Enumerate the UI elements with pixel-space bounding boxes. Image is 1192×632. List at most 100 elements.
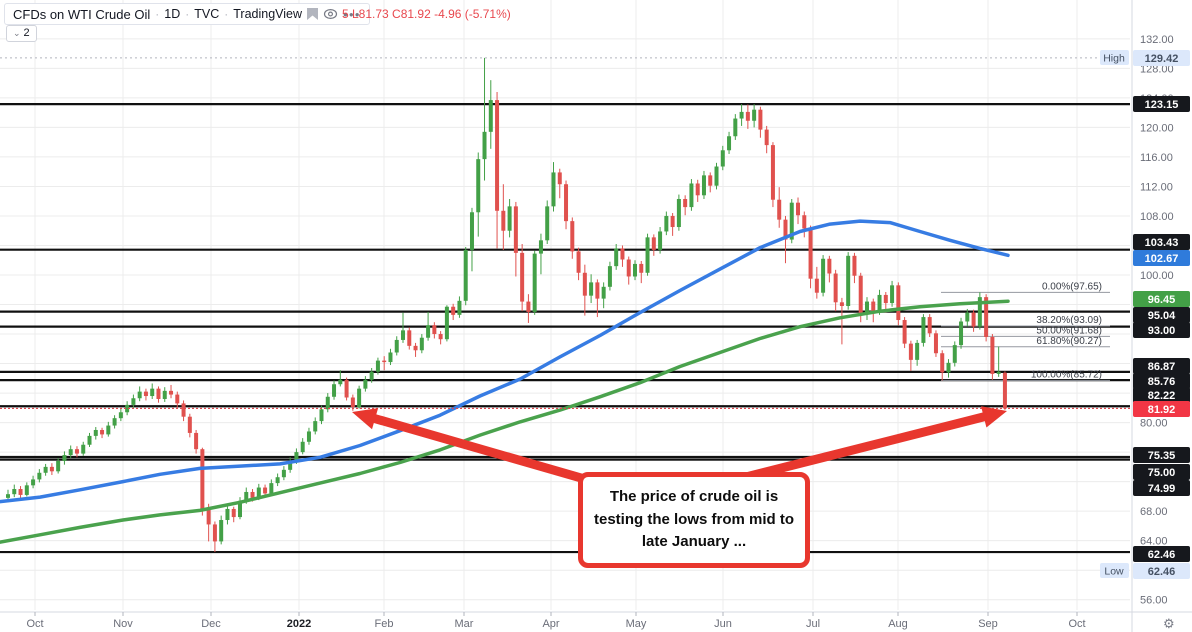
price-badge: 62.46 — [1133, 563, 1190, 579]
candle-body — [388, 352, 393, 363]
candle-body — [658, 231, 663, 250]
price-badge-value: 75.35 — [1148, 450, 1176, 462]
candle-body — [143, 391, 148, 397]
more-options-icon[interactable]: ●●● — [343, 9, 361, 19]
candle-body — [582, 272, 587, 296]
candle-body — [382, 360, 387, 363]
candle-body — [852, 255, 857, 276]
price-badge-value: 85.76 — [1148, 376, 1176, 388]
candle-body — [532, 253, 537, 312]
candle-body — [338, 379, 343, 385]
candle-body — [670, 215, 675, 228]
candle-body — [457, 300, 462, 315]
candle-body — [576, 251, 581, 273]
price-tick-label: 68.00 — [1140, 506, 1168, 518]
annotation-line: late January ... — [641, 533, 747, 551]
candle-body — [219, 520, 224, 542]
low-marker: Low — [1100, 563, 1129, 578]
price-badge-bg — [1133, 234, 1190, 250]
price-badge-bg — [1133, 447, 1190, 463]
price-badge-bg — [1133, 50, 1190, 66]
candle-body — [626, 259, 631, 277]
candle-body — [325, 396, 330, 410]
candle-body — [877, 294, 882, 312]
high-chip — [1100, 50, 1129, 65]
chevron-down-icon: ⌄ — [13, 28, 21, 38]
candle-body — [733, 118, 738, 137]
fib-label: 100.00%(85.72) — [1031, 369, 1102, 380]
time-tick-label: Aug — [888, 618, 908, 630]
candle-body — [62, 455, 67, 461]
candle-body — [206, 509, 211, 525]
candle-body — [438, 334, 443, 340]
annotation-callout[interactable]: The price of crude oil is testing the lo… — [578, 472, 810, 568]
candle-body — [6, 494, 10, 498]
price-badge-bg — [1133, 358, 1190, 374]
fib-label: 50.00%(91.68) — [1036, 325, 1102, 336]
separator: · — [224, 7, 229, 21]
candle-body — [401, 330, 406, 340]
candle-body — [74, 449, 79, 454]
candle-body — [426, 325, 431, 338]
ma-100-line[interactable] — [0, 219, 1010, 504]
candle-body — [369, 371, 374, 380]
candle-body — [727, 136, 732, 151]
candle-body — [444, 306, 449, 340]
price-badge-value: 81.92 — [1148, 404, 1176, 416]
price-badge-bg — [1133, 250, 1190, 266]
arrow-right-shaft[interactable] — [740, 411, 989, 483]
candle-body — [225, 508, 230, 521]
eye-icon[interactable] — [323, 8, 338, 20]
candle-body — [739, 111, 744, 119]
candle-body — [676, 198, 681, 228]
time-axis[interactable] — [0, 612, 1132, 632]
candle-body — [313, 421, 318, 432]
price-badge: 75.35 — [1133, 447, 1190, 463]
candle-body — [959, 321, 964, 346]
candle-body — [495, 100, 500, 211]
candle-body — [306, 431, 311, 442]
candle-body — [350, 397, 355, 408]
candle-body — [187, 416, 192, 433]
candle-body — [708, 175, 713, 186]
candle-body — [413, 345, 418, 351]
symbol-toolbar[interactable]: CFDs on WTI Crude Oil · 1D · TVC · Tradi… — [4, 3, 370, 25]
candle-body — [482, 131, 487, 160]
fib-retracement[interactable]: 0.00%(97.65) 38.20%(93.09)50.00%(91.68)61… — [941, 281, 1110, 381]
flag-icon[interactable] — [307, 8, 319, 20]
price-badge-value: 123.15 — [1145, 99, 1179, 111]
candle-body — [890, 285, 895, 304]
price-badge-value: 103.43 — [1145, 237, 1179, 249]
price-badge-value: 82.22 — [1148, 390, 1176, 402]
settings-gear-icon[interactable]: ⚙ — [1163, 616, 1175, 631]
candle-body — [952, 345, 957, 363]
candle-body — [589, 282, 594, 296]
price-badge-value: 62.46 — [1148, 566, 1176, 578]
annotation-line: The price of crude oil is — [609, 488, 779, 506]
candle-body — [839, 302, 844, 306]
candle-body — [56, 460, 61, 472]
ma-200-line[interactable] — [0, 299, 1010, 544]
candle-body — [645, 237, 650, 273]
candle-body — [639, 263, 644, 273]
arrow-left-head[interactable] — [352, 408, 379, 430]
candle-body — [407, 330, 412, 346]
candle-body — [81, 444, 86, 454]
fib-label: 38.20%(93.09) — [1036, 315, 1102, 326]
provider-label: TradingView — [233, 7, 303, 21]
candle-body — [513, 206, 518, 253]
candle-body — [250, 491, 255, 498]
price-badge-bg — [1133, 401, 1190, 417]
candle-body — [915, 342, 920, 360]
candle-body — [432, 325, 437, 335]
price-badge-bg — [1133, 563, 1190, 579]
indicators-collapse-button[interactable]: ⌄ 2 — [6, 25, 37, 42]
candle-body — [965, 312, 970, 322]
candle-body — [538, 240, 543, 254]
candle-body — [150, 388, 155, 397]
arrow-right-head[interactable] — [981, 406, 1007, 428]
candle-body — [394, 339, 399, 353]
price-tick-label: 108.00 — [1140, 211, 1174, 223]
